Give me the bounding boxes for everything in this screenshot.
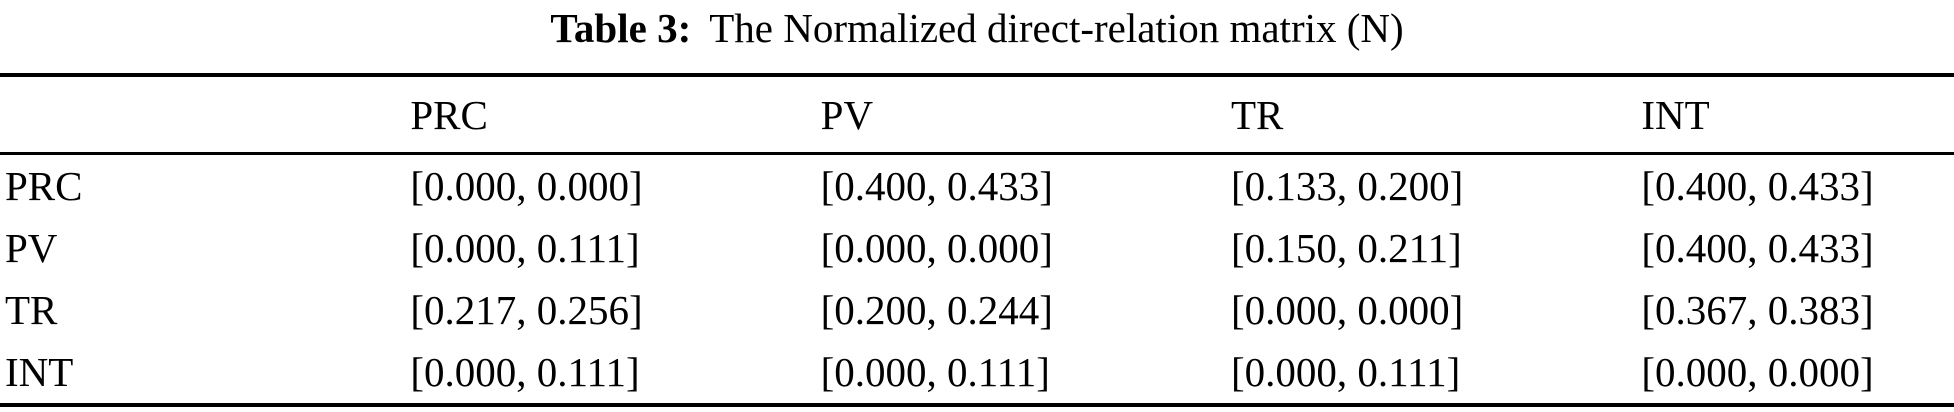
matrix-cell: [0.133, 0.200] — [1230, 163, 1464, 210]
matrix-cell: [0.000, 0.111] — [1230, 349, 1461, 396]
matrix-cell: [0.400, 0.433] — [820, 163, 1053, 210]
matrix-cell: [0.400, 0.433] — [1641, 225, 1874, 272]
matrix-cell: [0.150, 0.211] — [1230, 225, 1462, 272]
matrix-cell: [0.367, 0.383] — [1641, 287, 1874, 334]
matrix-cell: [0.000, 0.000] — [820, 225, 1053, 272]
table-caption: Table 3: The Normalized direct-relation m… — [0, 5, 1954, 51]
matrix-cell: [0.000, 0.000] — [1230, 287, 1464, 334]
row-header-pv: PV — [5, 225, 58, 272]
column-header-tr: TR — [1230, 75, 1642, 156]
matrix-cell: [0.400, 0.433] — [1641, 163, 1874, 210]
table-row-tr: TR [0.217, 0.256] [0.200, 0.244] [0.000,… — [0, 279, 1954, 341]
row-header-prc: PRC — [5, 163, 83, 210]
header-row: PRC PV TR INT — [0, 75, 1954, 156]
table-caption-label: Table 3: — [550, 5, 692, 51]
matrix-cell: [0.200, 0.244] — [820, 287, 1053, 334]
column-header-prc: PRC — [410, 75, 821, 156]
table-row-prc: PRC [0.000, 0.000] [0.400, 0.433] [0.133… — [0, 154, 1954, 218]
matrix-cell: [0.000, 0.111] — [820, 349, 1050, 396]
normalized-direct-relation-matrix-table: PRC PV TR INT PRC [0.000, 0.000] [0.400,… — [0, 73, 1954, 408]
column-header-pv: PV — [820, 75, 1231, 156]
matrix-cell: [0.000, 0.000] — [410, 163, 643, 210]
table-caption-text: The Normalized direct-relation matrix (N… — [709, 5, 1404, 51]
matrix-cell: [0.000, 0.111] — [410, 225, 640, 272]
matrix-cell: [0.000, 0.000] — [1641, 349, 1874, 396]
corner-cell — [0, 75, 411, 156]
matrix-cell: [0.000, 0.111] — [410, 349, 640, 396]
row-header-int: INT — [5, 349, 74, 396]
row-header-tr: TR — [5, 287, 58, 334]
table-row-int: INT [0.000, 0.111] [0.000, 0.111] [0.000… — [0, 341, 1954, 405]
table-row-pv: PV [0.000, 0.111] [0.000, 0.000] [0.150,… — [0, 217, 1954, 279]
matrix-cell: [0.217, 0.256] — [410, 287, 643, 334]
column-header-int: INT — [1641, 75, 1954, 156]
